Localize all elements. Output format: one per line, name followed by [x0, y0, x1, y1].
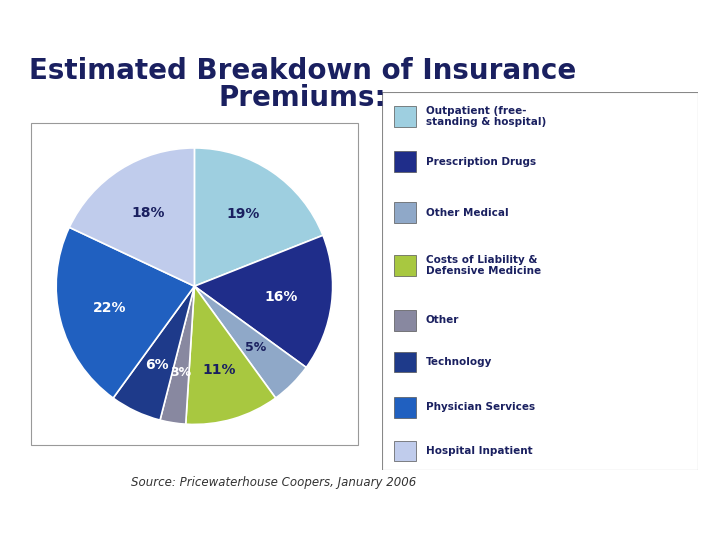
Text: Source: Pricewaterhouse Coopers, January 2006: Source: Pricewaterhouse Coopers, January… [131, 476, 416, 489]
Text: Other: Other [426, 315, 459, 326]
Text: 11%: 11% [202, 363, 235, 377]
Bar [395, 441, 416, 461]
Wedge shape [56, 227, 194, 398]
Text: 3%: 3% [170, 366, 192, 379]
Text: 6%: 6% [145, 358, 169, 372]
Text: Costs of Liability &
Defensive Medicine: Costs of Liability & Defensive Medicine [426, 255, 541, 276]
Bar [395, 310, 416, 331]
Wedge shape [160, 286, 194, 424]
Text: Other Medical: Other Medical [426, 208, 508, 218]
Bar [395, 255, 416, 276]
Wedge shape [113, 286, 194, 420]
Text: Technology: Technology [426, 357, 492, 367]
Text: 19%: 19% [227, 207, 260, 221]
Text: 22%: 22% [94, 301, 127, 315]
Bar [395, 151, 416, 172]
Bar [395, 202, 416, 223]
Bar [395, 352, 416, 373]
Wedge shape [194, 286, 306, 398]
Text: 18%: 18% [131, 206, 164, 220]
Wedge shape [186, 286, 276, 424]
Text: REST ASSURED™: REST ASSURED™ [590, 17, 662, 26]
Text: RELATIONSHIPS  |  EXPERTISE  |  SERVICE  |  TRUST: RELATIONSHIPS | EXPERTISE | SERVICE | TR… [174, 524, 431, 532]
Text: Hospital Inpatient: Hospital Inpatient [426, 446, 533, 456]
Text: 5%: 5% [246, 341, 266, 354]
Bar [395, 106, 416, 127]
Wedge shape [69, 148, 194, 286]
Text: Prescription Drugs: Prescription Drugs [426, 157, 536, 167]
Text: 16%: 16% [264, 290, 297, 304]
Text: Outpatient (free-
standing & hospital): Outpatient (free- standing & hospital) [426, 106, 546, 127]
Bar [395, 397, 416, 418]
Wedge shape [194, 235, 333, 367]
Wedge shape [194, 148, 323, 286]
Text: Premiums:: Premiums: [219, 84, 386, 112]
Text: Physician Services: Physician Services [426, 402, 535, 413]
Text: Estimated Breakdown of Insurance: Estimated Breakdown of Insurance [29, 57, 576, 85]
